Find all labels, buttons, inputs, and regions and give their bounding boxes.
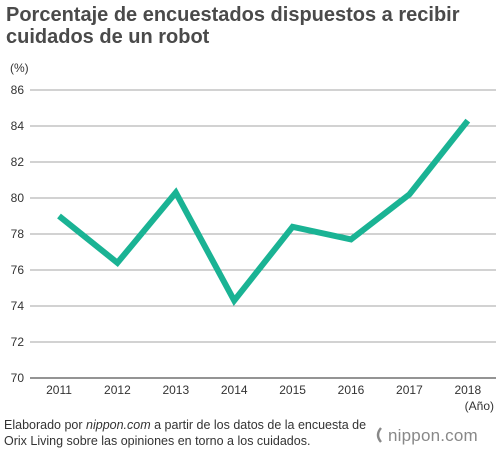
y-tick-label: 80	[11, 191, 25, 205]
y-axis-unit-label: (%)	[10, 61, 29, 75]
series-line	[57, 118, 471, 307]
y-tick-label: 86	[11, 83, 25, 97]
nippon-logo-icon	[376, 427, 382, 443]
y-tick-label: 84	[11, 119, 25, 133]
y-tick-label: 78	[11, 227, 25, 241]
y-tick-label: 74	[11, 299, 25, 313]
y-tick-label: 70	[11, 371, 25, 385]
y-tick-label: 76	[11, 263, 25, 277]
source-suffix: a partir de los datos de la encuesta de …	[4, 418, 367, 448]
x-tick-label: 2015	[279, 383, 306, 397]
source-prefix: Elaborado por	[4, 418, 87, 432]
line-chart: 70 72 74 76 78 80 82 84 86 2011 2012 2013 2014 2015 20…	[11, 83, 496, 413]
x-tick-label: 2017	[396, 383, 423, 397]
x-tick-label: 2011	[46, 383, 72, 397]
source-note: Elaborado por nippon.com a partir de los…	[4, 417, 384, 449]
x-tick-label: 2018	[454, 383, 481, 397]
x-tick-label: 2013	[162, 383, 189, 397]
x-tick-label: 2016	[338, 383, 365, 397]
x-tick-label: 2014	[221, 383, 248, 397]
nippon-logo: nippon.com	[372, 426, 496, 448]
y-tick-label: 72	[11, 335, 25, 349]
logo-text: nippon.com	[388, 426, 478, 445]
chart-title: Porcentaje de encuestados dispuestos a r…	[6, 4, 460, 48]
source-site: nippon.com	[86, 418, 151, 432]
y-tick-label: 82	[11, 155, 25, 169]
x-tick-label: 2012	[104, 383, 131, 397]
x-axis-unit-label: (Año)	[465, 399, 494, 413]
